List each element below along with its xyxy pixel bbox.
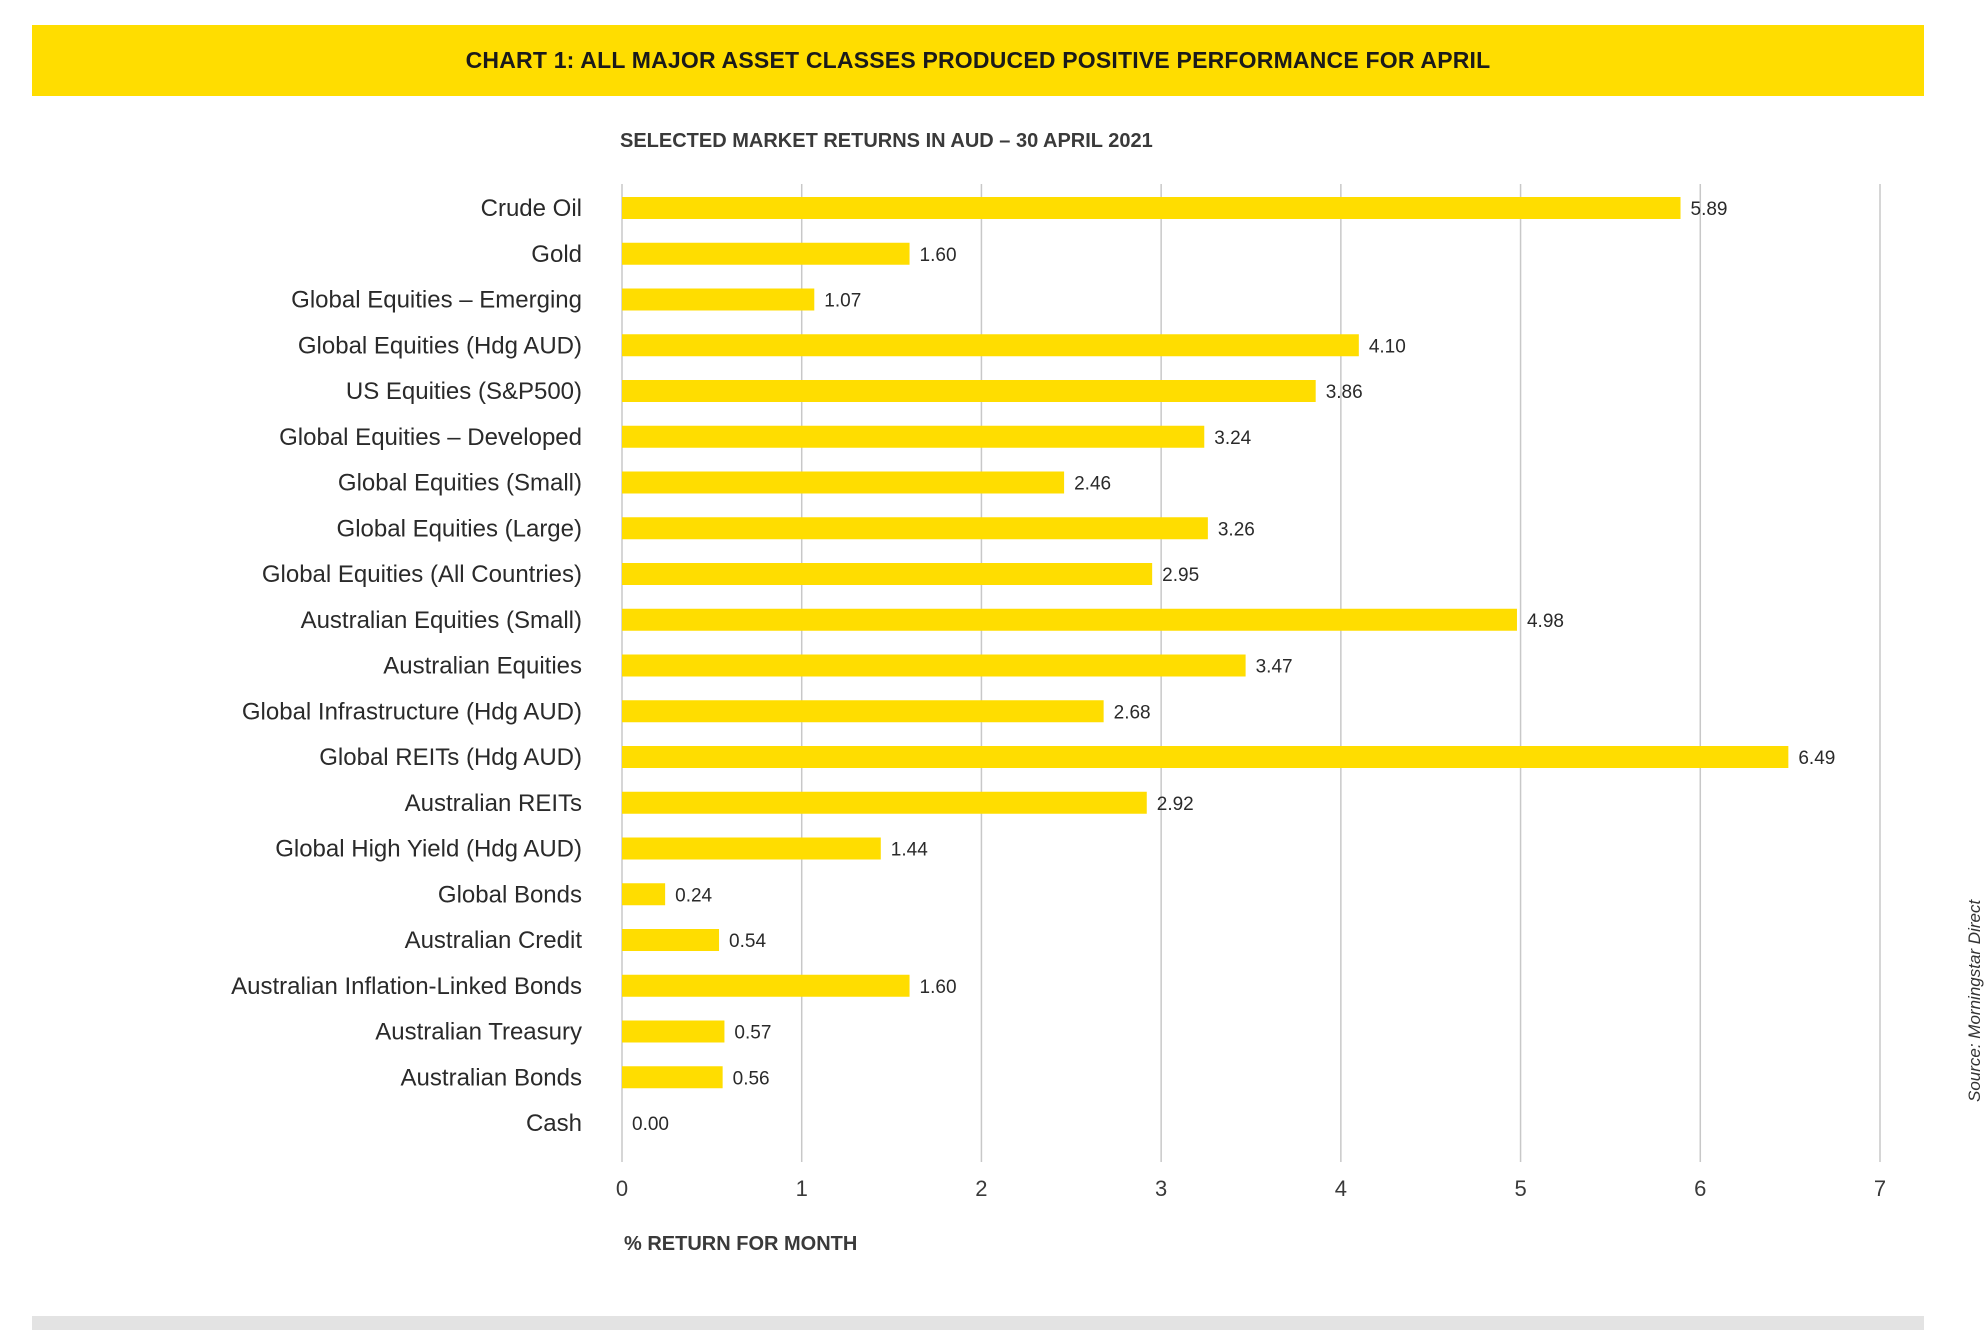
x-tick-label: 2 [975,1176,987,1201]
footer-divider [32,1316,1924,1330]
value-label: 4.98 [1527,611,1564,632]
value-label: 3.26 [1218,519,1255,540]
category-label: Australian Credit [405,927,583,954]
value-label: 1.44 [891,840,928,861]
category-label: Global Equities – Emerging [291,287,582,314]
category-label: Australian Equities (Small) [301,607,582,634]
category-label: Australian Bonds [401,1064,582,1091]
chart-subtitle: SELECTED MARKET RETURNS IN AUD – 30 APRI… [620,130,1153,152]
title-banner: CHART 1: ALL MAJOR ASSET CLASSES PRODUCE… [32,25,1924,96]
category-label: Global Equities – Developed [279,424,582,451]
bar [622,471,1065,494]
x-tick-label: 0 [616,1176,628,1201]
value-label: 2.95 [1162,565,1199,586]
value-label: 3.24 [1214,428,1251,449]
bar [622,883,666,906]
category-label: US Equities (S&P500) [346,378,582,405]
value-label: 2.92 [1157,794,1194,815]
category-label: Crude Oil [481,195,582,222]
bar [622,654,1246,677]
category-label: Australian Equities [383,653,582,680]
category-label: Cash [526,1110,582,1137]
bar [622,1066,723,1089]
bar [622,746,1789,768]
bar [622,425,1205,448]
category-label: Global High Yield (Hdg AUD) [275,836,582,863]
category-label: Global Infrastructure (Hdg AUD) [242,698,582,725]
chart-title: CHART 1: ALL MAJOR ASSET CLASSES PRODUCE… [465,47,1491,73]
x-axis-label: % RETURN FOR MONTH [624,1233,858,1255]
category-label: Global REITs (Hdg AUD) [319,744,582,771]
bar [622,242,910,265]
source-note: Source: Morningstar Direct [1965,899,1984,1102]
bar [622,380,1316,402]
bar [622,608,1517,631]
bar [622,288,815,311]
category-label: Australian REITs [405,790,582,817]
bar [622,700,1104,723]
value-label: 0.24 [675,885,712,906]
value-label: 0.00 [632,1114,669,1135]
value-label: 2.68 [1114,702,1151,723]
category-label: Gold [531,241,582,268]
value-label: 0.54 [729,931,766,952]
bar [622,837,881,860]
value-label: 3.86 [1326,382,1363,403]
category-label: Global Bonds [438,881,582,908]
x-tick-label: 7 [1874,1176,1886,1201]
category-label: Global Equities (Large) [337,515,582,542]
value-label: 0.56 [733,1068,770,1089]
x-tick-label: 5 [1514,1176,1526,1201]
value-label: 6.49 [1798,748,1835,769]
value-label: 3.47 [1256,657,1293,678]
bar [622,929,720,951]
value-label: 1.07 [824,291,861,312]
x-tick-label: 1 [796,1176,808,1201]
value-label: 4.10 [1369,336,1406,357]
category-label: Global Equities (All Countries) [262,561,582,588]
value-label: 1.60 [920,977,957,998]
x-tick-label: 3 [1155,1176,1167,1201]
bar [622,517,1208,540]
category-label: Australian Treasury [375,1019,582,1046]
value-label: 5.89 [1691,199,1728,220]
bar [622,334,1359,357]
x-tick-label: 6 [1694,1176,1706,1201]
bar [622,791,1147,814]
category-label: Australian Inflation-Linked Bonds [231,973,582,1000]
x-tick-label: 4 [1335,1176,1347,1201]
value-label: 2.46 [1074,474,1111,495]
category-label: Global Equities (Small) [338,470,582,497]
bar [622,563,1153,585]
bar [622,1020,725,1043]
bar [622,974,910,997]
value-label: 0.57 [734,1023,771,1044]
bar [622,197,1681,219]
value-label: 1.60 [920,245,957,266]
category-label: Global Equities (Hdg AUD) [298,332,582,359]
